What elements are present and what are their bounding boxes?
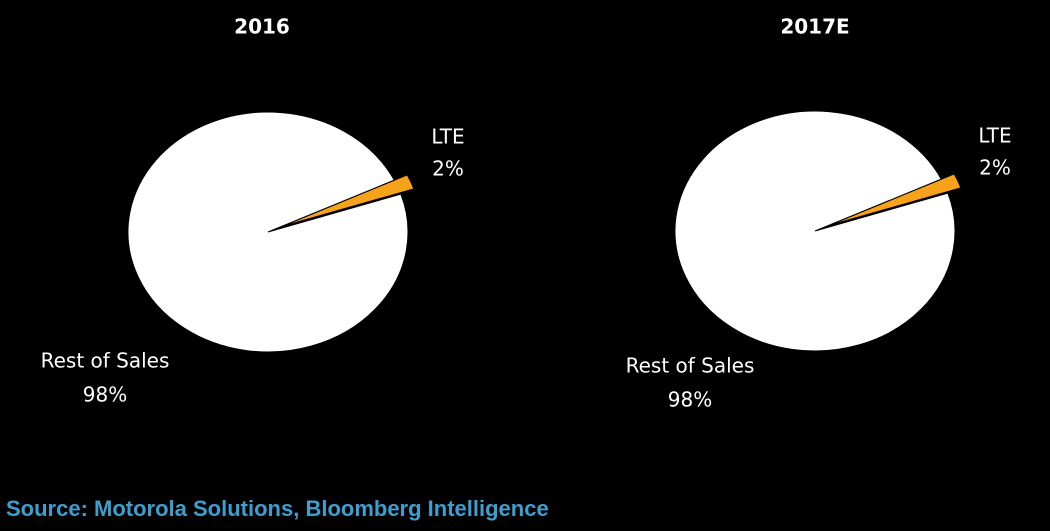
pie-slice — [674, 110, 956, 352]
slice-value-label: 98% — [83, 383, 127, 407]
slice-label: Rest of Sales — [626, 354, 755, 378]
pie-slice — [827, 173, 962, 227]
source-note: Source: Motorola Solutions, Bloomberg In… — [6, 496, 549, 521]
slice-label: LTE — [978, 124, 1011, 148]
pie-slice — [127, 111, 409, 353]
slice-value-label: 98% — [668, 388, 712, 412]
chart-title: 2017E — [780, 15, 849, 39]
slice-value-label: 2% — [432, 157, 464, 181]
pie-slice — [280, 174, 415, 228]
slice-label: LTE — [431, 125, 464, 149]
slice-value-label: 2% — [979, 156, 1011, 180]
slice-label: Rest of Sales — [41, 349, 170, 373]
chart-title: 2016 — [234, 15, 290, 39]
